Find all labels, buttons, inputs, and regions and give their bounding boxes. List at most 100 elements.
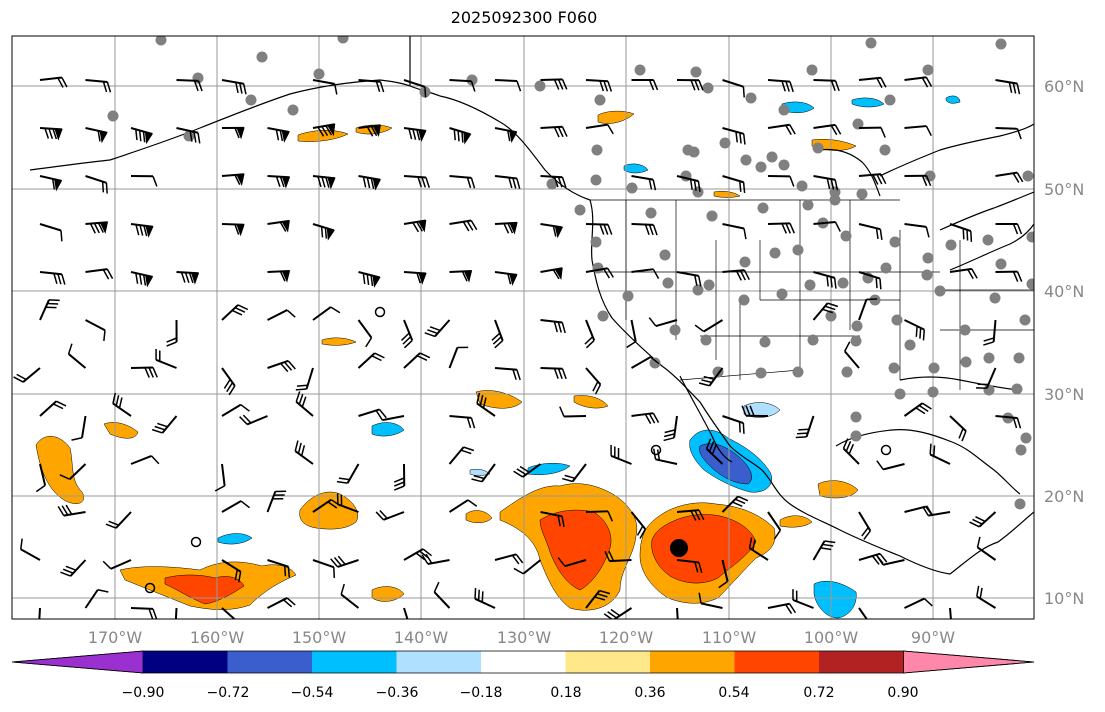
wind-barb bbox=[60, 559, 87, 577]
station-dot bbox=[738, 294, 750, 306]
station-dot bbox=[669, 324, 681, 336]
station-dot bbox=[155, 36, 167, 46]
wind-barb bbox=[976, 536, 997, 561]
wind-barb bbox=[694, 319, 724, 333]
wind-barb bbox=[904, 174, 932, 187]
wind-barb bbox=[267, 559, 291, 578]
station-dot bbox=[807, 334, 819, 346]
graticule bbox=[12, 36, 1034, 619]
positive-anomaly-areas bbox=[35, 110, 859, 611]
wind-barb bbox=[795, 415, 815, 439]
station-dot bbox=[755, 161, 767, 173]
wind-barb bbox=[85, 268, 114, 280]
station-dot bbox=[865, 37, 877, 49]
wind-barb bbox=[130, 271, 154, 288]
wind-barb bbox=[631, 412, 660, 424]
wind-barb bbox=[312, 123, 336, 137]
station-dot bbox=[626, 182, 638, 194]
wind-barb bbox=[403, 219, 427, 233]
wind-barb bbox=[698, 592, 723, 609]
colorbar-extension-high bbox=[903, 650, 1035, 674]
wind-barb bbox=[130, 175, 158, 187]
wind-barb bbox=[20, 538, 41, 561]
wind-barb bbox=[102, 559, 132, 570]
wind-barb bbox=[267, 219, 290, 233]
wind-barb bbox=[375, 510, 405, 521]
station-dot bbox=[645, 207, 657, 219]
wind-barb bbox=[336, 493, 359, 513]
wind-barb bbox=[403, 127, 427, 142]
station-dot bbox=[703, 279, 715, 291]
wind-barb bbox=[221, 607, 240, 619]
station-dot bbox=[922, 252, 934, 264]
wind-barb bbox=[130, 454, 160, 465]
wind-barb bbox=[176, 79, 203, 92]
wind-barb bbox=[858, 223, 883, 240]
colorbar-segment bbox=[227, 651, 312, 673]
wind-barb bbox=[513, 559, 542, 575]
lat-label: 30°N bbox=[1044, 385, 1084, 404]
wind-barb bbox=[267, 597, 296, 609]
wind-barb bbox=[585, 267, 614, 279]
station-dot bbox=[995, 258, 1007, 270]
station-dot bbox=[313, 68, 325, 80]
wind-barb bbox=[85, 127, 108, 144]
station-dot bbox=[287, 104, 299, 116]
wind-barb bbox=[858, 511, 872, 540]
wind-barb bbox=[922, 505, 951, 517]
lon-label: 150°W bbox=[292, 628, 347, 647]
station-dot bbox=[692, 284, 704, 296]
wind-barb bbox=[676, 175, 701, 192]
station-dot bbox=[894, 388, 906, 400]
wind-barb bbox=[722, 415, 745, 434]
station-dots bbox=[107, 36, 1034, 510]
station-dot bbox=[982, 234, 994, 246]
wind-barb bbox=[813, 221, 841, 232]
wind-barb bbox=[494, 79, 522, 92]
station-dot bbox=[888, 362, 900, 374]
wind-barb bbox=[57, 504, 86, 517]
wind-barb bbox=[718, 559, 729, 589]
wind-barb bbox=[67, 343, 87, 369]
wind-barb bbox=[904, 319, 926, 341]
station-dot bbox=[840, 230, 852, 242]
station-dot bbox=[759, 336, 771, 348]
station-dot bbox=[921, 269, 933, 281]
wind-barb bbox=[767, 175, 795, 187]
station-dot bbox=[792, 366, 804, 378]
colorbar-outline bbox=[11, 650, 1035, 674]
wind-barb bbox=[491, 319, 504, 349]
wind-barb bbox=[421, 553, 450, 565]
station-dot bbox=[959, 324, 971, 336]
colorbar-segment bbox=[143, 651, 228, 673]
wind-barb bbox=[903, 402, 932, 417]
lon-label: 160°W bbox=[190, 628, 245, 647]
wind-barb bbox=[995, 127, 1022, 140]
wind-barb bbox=[603, 607, 633, 619]
wind-barb bbox=[540, 175, 567, 188]
colorbar-tick-label: 0.36 bbox=[634, 685, 665, 701]
wind-barb bbox=[722, 223, 747, 240]
wind-barb bbox=[266, 490, 287, 513]
station-dot bbox=[960, 356, 972, 368]
wind-barb bbox=[494, 271, 518, 286]
station-dot bbox=[829, 194, 841, 206]
wind-barb bbox=[949, 415, 967, 442]
lon-label: 140°W bbox=[394, 628, 449, 647]
wind-barb bbox=[995, 223, 1023, 235]
calm-circle bbox=[374, 306, 386, 318]
wind-barb bbox=[403, 352, 431, 369]
colorbar-segment bbox=[819, 651, 904, 673]
station-dot bbox=[837, 277, 849, 289]
wind-barb bbox=[562, 463, 587, 483]
wind-barb bbox=[904, 597, 933, 609]
station-dot bbox=[856, 188, 868, 200]
wind-barb bbox=[995, 79, 1021, 95]
station-dot bbox=[869, 294, 881, 306]
station-dot bbox=[995, 38, 1007, 50]
lat-label: 10°N bbox=[1044, 589, 1084, 608]
wind-barb bbox=[1041, 451, 1069, 473]
wind-barb bbox=[741, 405, 769, 417]
wind-barb bbox=[858, 76, 887, 89]
